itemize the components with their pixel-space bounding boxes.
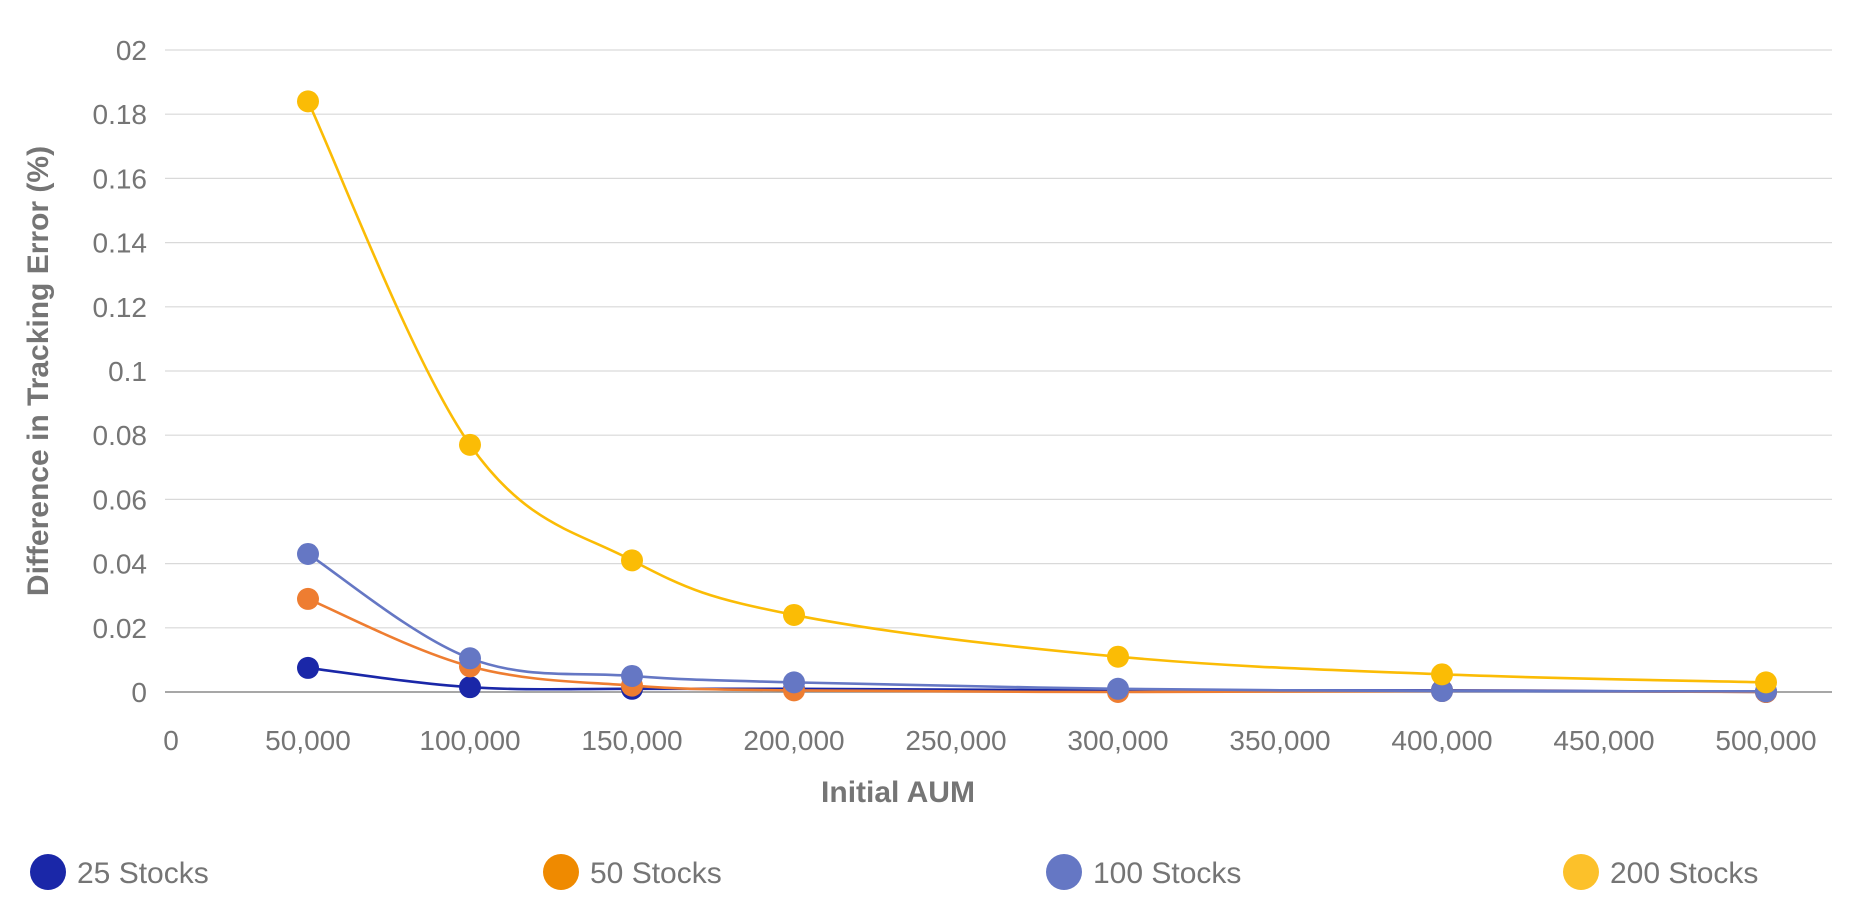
- x-tick-label: 300,000: [1067, 725, 1168, 756]
- legend-swatch: [30, 854, 66, 890]
- x-tick-label: 450,000: [1553, 725, 1654, 756]
- data-point: [459, 433, 481, 456]
- y-tick-label: 0.06: [93, 484, 148, 515]
- x-tick-label: 200,000: [743, 725, 844, 756]
- x-tick-label: 50,000: [265, 725, 351, 756]
- series-line: [306, 100, 1767, 684]
- legend-swatch: [543, 854, 579, 890]
- x-axis-ticks: 0 50,000 100,000 150,000 200,000 250,000 300,0…: [163, 725, 1816, 756]
- data-point: [297, 90, 319, 113]
- series-200-stocks: [297, 90, 1777, 694]
- x-tick-label: 150,000: [581, 725, 682, 756]
- legend-label: 25 Stocks: [77, 857, 209, 890]
- data-point: [1431, 680, 1453, 703]
- series-group: [297, 90, 1777, 703]
- y-tick-label: 0.04: [93, 549, 148, 580]
- legend-item: 200 Stocks: [1563, 854, 1758, 890]
- y-tick-label: 02: [116, 35, 147, 66]
- data-point: [297, 587, 319, 610]
- data-point: [1107, 677, 1129, 700]
- y-axis-title: Difference in Tracking Error (%): [22, 146, 55, 596]
- data-point: [1107, 645, 1129, 668]
- data-point: [621, 549, 643, 572]
- data-point: [783, 671, 805, 694]
- y-tick-label: 0.16: [93, 163, 148, 194]
- y-tick-label: 0.02: [93, 613, 148, 644]
- legend-label: 100 Stocks: [1093, 857, 1241, 890]
- legend-swatch: [1046, 854, 1082, 890]
- y-tick-label: 0.14: [93, 228, 148, 259]
- legend-item: 25 Stocks: [30, 854, 209, 890]
- series-50-stocks: [297, 587, 1777, 703]
- data-point: [459, 676, 481, 699]
- series-25-stocks: [297, 656, 1777, 703]
- y-tick-label: 0.08: [93, 420, 148, 451]
- data-point: [297, 656, 319, 679]
- x-axis-title: Initial AUM: [821, 776, 975, 809]
- data-point: [459, 647, 481, 670]
- y-tick-label: 0.12: [93, 292, 148, 323]
- y-axis-ticks: 0 0.02 0.04 0.06 0.08 0.1 0.12 0.14 0.16 0.18 02: [93, 35, 148, 708]
- data-point: [1431, 663, 1453, 686]
- x-tick-label: 400,000: [1391, 725, 1492, 756]
- data-point: [783, 603, 805, 626]
- x-tick-label: 500,000: [1715, 725, 1816, 756]
- legend-swatch: [1563, 854, 1599, 890]
- gridlines: [165, 49, 1832, 629]
- y-tick-label: 0.18: [93, 99, 148, 130]
- data-point: [297, 542, 319, 565]
- legend-label: 50 Stocks: [590, 857, 722, 890]
- y-tick-label: 0: [131, 677, 147, 708]
- x-tick-label: 250,000: [905, 725, 1006, 756]
- data-point: [1755, 671, 1777, 694]
- legend-item: 100 Stocks: [1046, 854, 1241, 890]
- legend-item: 50 Stocks: [543, 854, 722, 890]
- data-point: [621, 664, 643, 687]
- legend: 25 Stocks 50 Stocks 100 Stocks 200 Stocks: [30, 854, 1758, 890]
- legend-label: 200 Stocks: [1610, 857, 1758, 890]
- y-tick-label: 0.1: [108, 356, 147, 387]
- x-tick-label: 350,000: [1229, 725, 1330, 756]
- series-100-stocks: [297, 542, 1777, 703]
- x-tick-label: 100,000: [419, 725, 520, 756]
- series-line: [307, 552, 1767, 693]
- x-tick-label: 0: [163, 725, 179, 756]
